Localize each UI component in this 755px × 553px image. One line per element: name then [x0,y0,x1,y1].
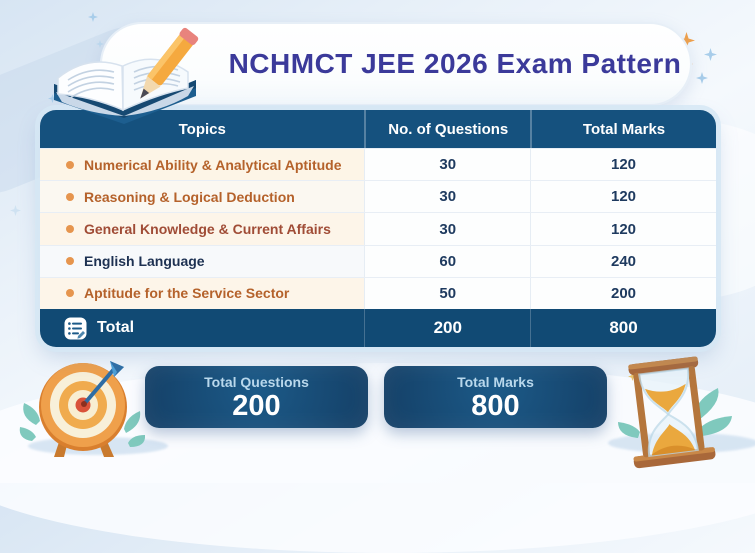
marks-value: 120 [530,213,716,245]
checklist-icon [64,317,87,340]
total-marks-card: Total Marks 800 [384,366,607,428]
target-shadow [28,437,168,455]
snow-ground [0,363,755,553]
sparkle-icon [704,48,717,61]
sparkle-icon [48,94,57,103]
questions-value: 60 [364,245,531,277]
sparkle-icon [88,12,98,22]
sparkle-icon [10,205,21,216]
marks-value: 120 [530,181,716,213]
topic-label: English Language [84,253,205,270]
title-banner: NCHMCT JEE 2026 Exam Pattern [100,22,692,106]
page-title: NCHMCT JEE 2026 Exam Pattern [228,48,682,79]
bullet-icon [66,192,74,201]
bullet-icon [66,225,74,233]
table-row: Numerical Ability & Analytical Aptitude … [40,148,716,181]
marks-value: 200 [530,277,716,310]
stat-label: Total Marks [457,373,534,390]
stat-label: Total Questions [204,373,309,390]
topic-label: Numerical Ability & Analytical Aptitude [84,156,342,173]
marks-value: 120 [530,149,716,181]
bullet-icon [66,160,74,169]
header-questions: No. of Questions [364,110,530,148]
sparkle-icon [96,40,104,48]
exam-pattern-table: Topics No. of Questions Total Marks Nume… [40,110,716,347]
topic-label: General Knowledge & Current Affairs [84,221,331,237]
table-row: Reasoning & Logical Deduction 30 120 [40,180,716,213]
open-book-pencil-icon [40,22,208,132]
topic-label: Reasoning & Logical Deduction [84,188,295,205]
total-marks-value: 800 [530,309,716,347]
stat-value: 200 [232,389,281,422]
table-row: Aptitude for the Service Sector 50 200 [40,276,716,310]
total-questions-card: Total Questions 200 [145,366,368,428]
questions-value: 30 [364,213,531,245]
stat-value: 800 [471,389,520,422]
sparkle-icon [696,72,708,84]
total-label: Total [97,319,135,337]
table-row: English Language 60 240 [40,244,716,277]
marks-value: 240 [530,245,716,277]
sparkle-icon [628,372,637,381]
topic-label: Aptitude for the Service Sector [84,285,290,302]
questions-value: 30 [364,181,531,213]
table-total-row: Total 200 800 [40,309,716,347]
questions-value: 50 [364,277,531,310]
header-topics: Topics [178,120,226,138]
hourglass-shadow [608,433,755,453]
bullet-icon [66,289,74,298]
questions-value: 30 [364,149,531,181]
bullet-icon [66,257,74,266]
total-questions-value: 200 [364,309,530,347]
header-marks: Total Marks [530,110,716,148]
table-row: General Knowledge & Current Affairs 30 1… [40,212,716,245]
